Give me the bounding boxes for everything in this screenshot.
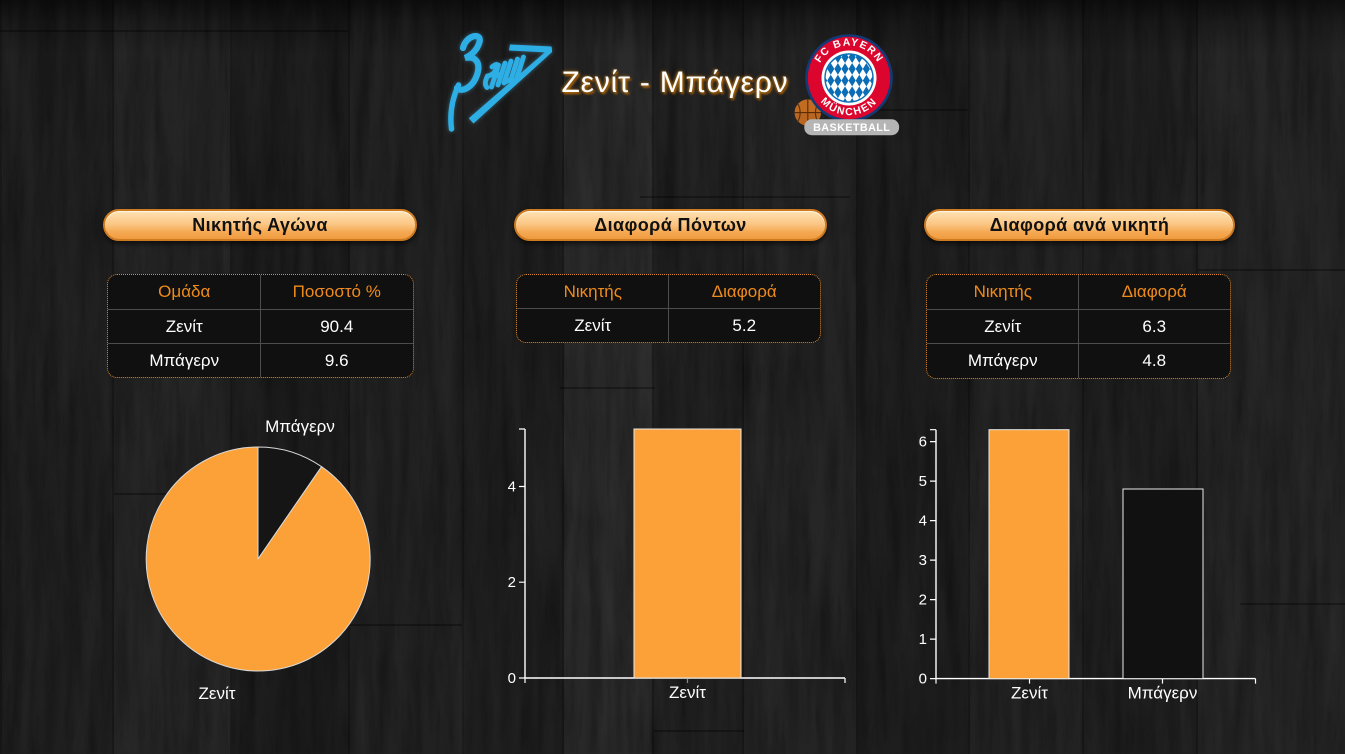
svg-text:1: 1 xyxy=(919,631,927,648)
svg-text:6: 6 xyxy=(919,434,927,451)
svg-text:5: 5 xyxy=(919,473,927,490)
svg-text:3: 3 xyxy=(919,552,927,569)
svg-text:4: 4 xyxy=(508,479,516,496)
svg-text:4: 4 xyxy=(919,513,927,530)
svg-text:Ζενίτ: Ζενίτ xyxy=(669,683,706,702)
svg-text:BASKETBALL: BASKETBALL xyxy=(813,122,890,134)
svg-text:Ζενίτ: Ζενίτ xyxy=(1011,684,1048,703)
svg-text:2: 2 xyxy=(919,592,927,609)
svg-text:0: 0 xyxy=(919,671,927,688)
svg-text:2: 2 xyxy=(508,574,516,591)
svg-text:0: 0 xyxy=(508,670,516,687)
svg-text:Μπάγερν: Μπάγερν xyxy=(1128,684,1198,703)
